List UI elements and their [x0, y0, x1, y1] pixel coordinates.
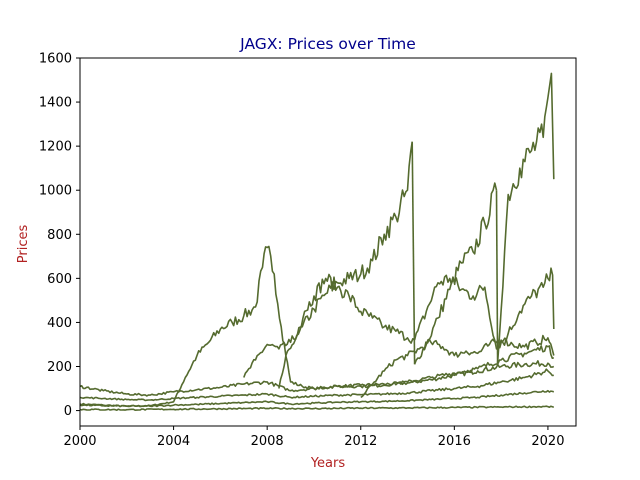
plot-area [79, 72, 555, 412]
x-tick-label: 2000 [63, 434, 96, 449]
y-tick-label: 1000 [39, 184, 72, 199]
series-line [411, 141, 416, 365]
y-tick-label: 200 [47, 360, 72, 375]
y-tick-label: 1600 [39, 52, 72, 67]
y-tick-label: 800 [47, 228, 72, 243]
series-line [79, 405, 555, 412]
series-line [278, 273, 416, 389]
x-tick-label: 2016 [438, 434, 471, 449]
series-line [79, 245, 555, 408]
y-tick-label: 1200 [39, 140, 72, 155]
series-line [360, 334, 555, 399]
y-tick-label: 0 [64, 404, 72, 419]
y-tick-label: 1400 [39, 96, 72, 111]
series-line [413, 267, 555, 350]
series-line [79, 389, 555, 408]
x-tick-label: 2012 [344, 434, 377, 449]
y-axis-label: Prices [16, 225, 31, 264]
x-tick-label: 2020 [531, 434, 564, 449]
series-line [496, 72, 555, 364]
series-line [243, 141, 413, 378]
series-line [495, 190, 499, 364]
chart-title: JAGX: Prices over Time [239, 35, 416, 53]
plot-frame [79, 57, 577, 427]
series-line [79, 368, 554, 402]
y-axis: 0 200 400 600 800 1000 1200 1400 1600 [39, 52, 80, 419]
y-tick-label: 600 [47, 272, 72, 287]
series-lines [79, 72, 555, 412]
y-tick-label: 400 [47, 316, 72, 331]
x-axis-label: Years [310, 456, 346, 471]
x-axis: 2000 2004 2008 2012 2016 2020 [63, 426, 564, 449]
x-tick-label: 2004 [157, 434, 190, 449]
x-tick-label: 2008 [251, 434, 284, 449]
series-line [413, 182, 498, 365]
series-line [79, 345, 555, 397]
